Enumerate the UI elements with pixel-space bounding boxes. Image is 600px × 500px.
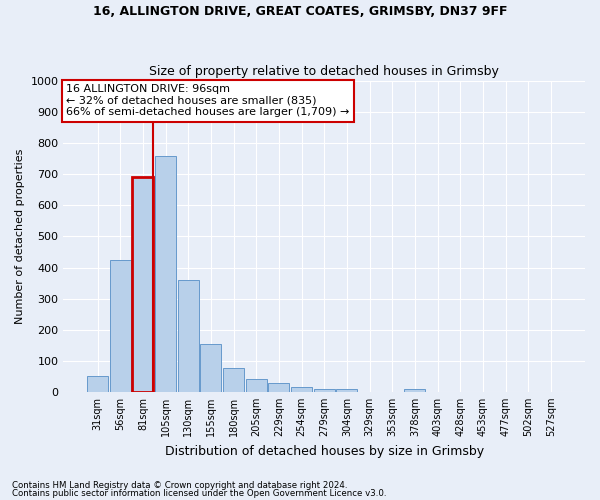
- Bar: [155, 156, 176, 392]
- Text: Contains HM Land Registry data © Crown copyright and database right 2024.: Contains HM Land Registry data © Crown c…: [12, 481, 347, 490]
- Bar: [87, 376, 108, 392]
- Bar: [404, 388, 425, 392]
- Bar: [133, 178, 154, 392]
- Title: Size of property relative to detached houses in Grimsby: Size of property relative to detached ho…: [149, 66, 499, 78]
- Text: 16, ALLINGTON DRIVE, GREAT COATES, GRIMSBY, DN37 9FF: 16, ALLINGTON DRIVE, GREAT COATES, GRIMS…: [93, 5, 507, 18]
- Bar: [246, 380, 266, 392]
- Y-axis label: Number of detached properties: Number of detached properties: [15, 148, 25, 324]
- Bar: [291, 386, 312, 392]
- Bar: [337, 390, 358, 392]
- Text: Contains public sector information licensed under the Open Government Licence v3: Contains public sector information licen…: [12, 488, 386, 498]
- Bar: [314, 388, 335, 392]
- Bar: [110, 260, 131, 392]
- Bar: [178, 280, 199, 392]
- X-axis label: Distribution of detached houses by size in Grimsby: Distribution of detached houses by size …: [164, 444, 484, 458]
- Text: 16 ALLINGTON DRIVE: 96sqm
← 32% of detached houses are smaller (835)
66% of semi: 16 ALLINGTON DRIVE: 96sqm ← 32% of detac…: [66, 84, 349, 117]
- Bar: [268, 384, 289, 392]
- Bar: [200, 344, 221, 392]
- Bar: [223, 368, 244, 392]
